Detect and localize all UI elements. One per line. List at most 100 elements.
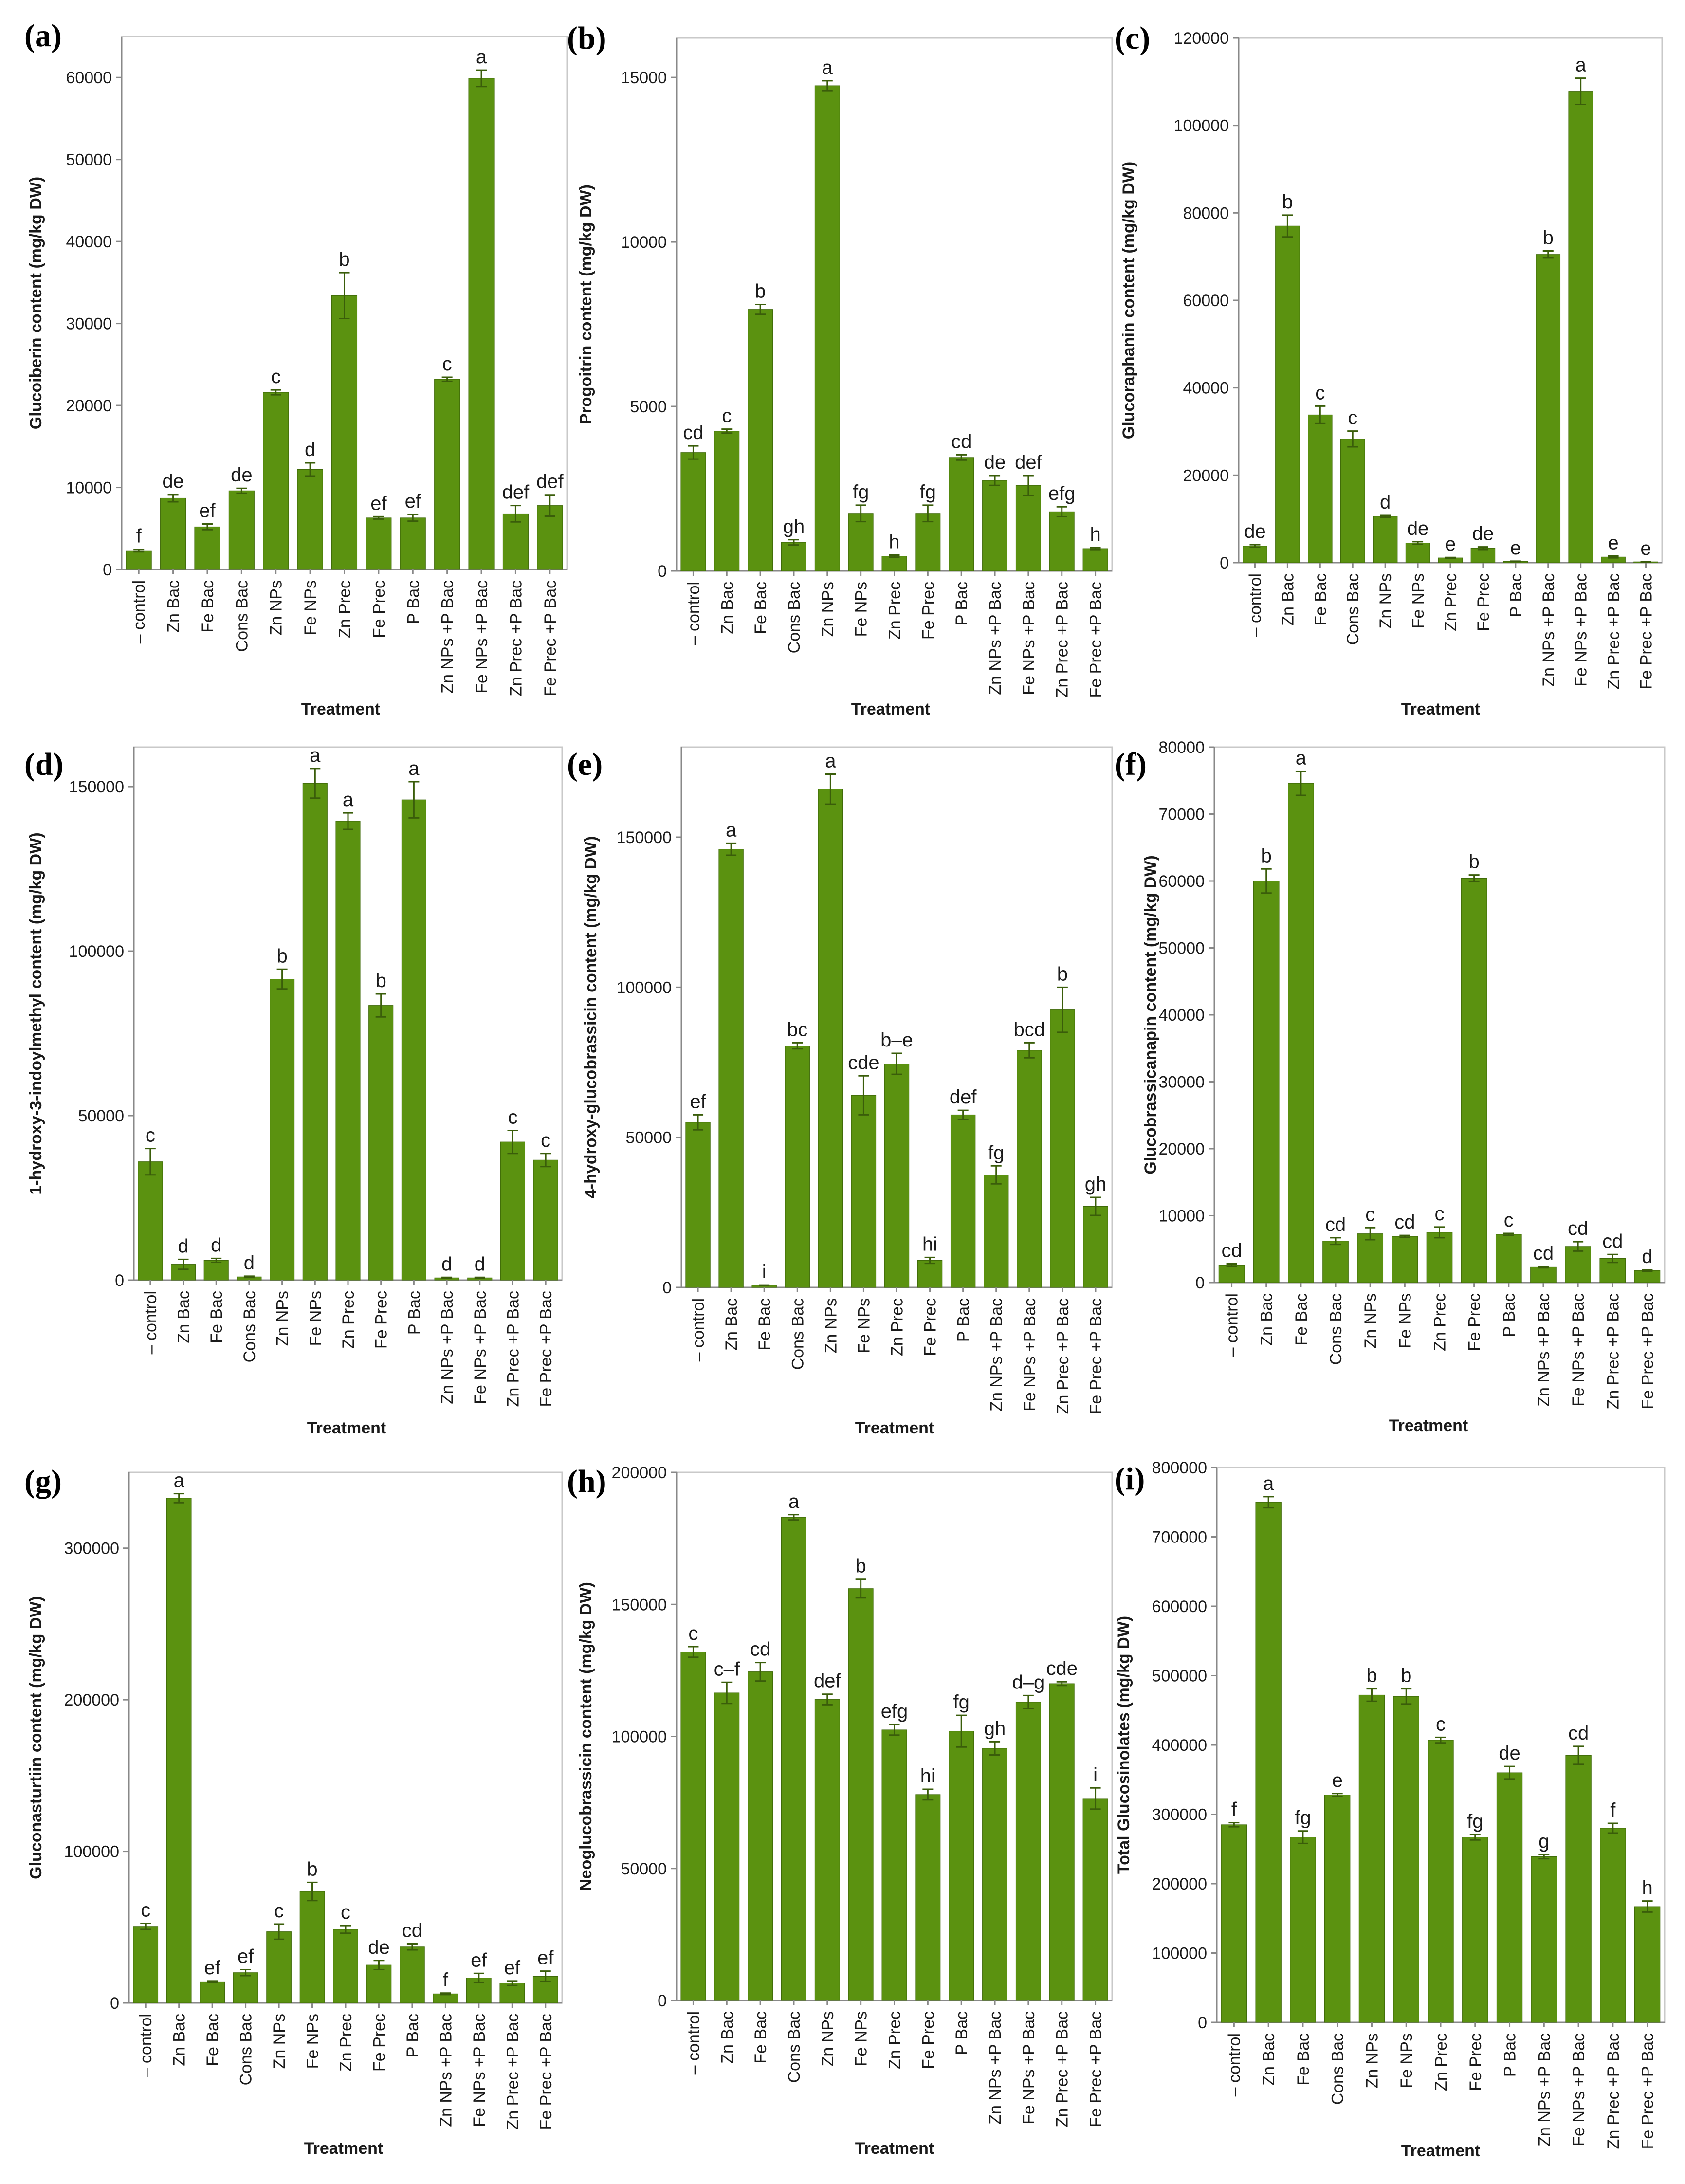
x-tick-label: – control <box>684 582 703 645</box>
significance-letter: b <box>276 945 287 967</box>
x-tick-label: Fe Prec +P Bac <box>1638 1293 1657 1409</box>
y-tick-label: 15000 <box>621 69 667 87</box>
significance-letter: a <box>476 46 487 68</box>
y-tick-label: 60000 <box>1158 872 1205 891</box>
bar <box>1462 1837 1488 2023</box>
panel-label: (i) <box>1115 1461 1145 1497</box>
bar <box>917 1260 943 1288</box>
bar <box>818 789 843 1288</box>
significance-letter: cd <box>1394 1211 1415 1233</box>
significance-letter: cd <box>1568 1723 1589 1744</box>
y-tick-label: 0 <box>1195 1274 1205 1292</box>
chart-panel-f: 0 10000 20000 30000 40000 50000 60000 70000 8000… <box>1115 738 1666 1435</box>
x-tick-label: Fe NPs +P Bac <box>471 1291 490 1404</box>
bar <box>203 1260 229 1281</box>
x-tick-label: Zn Prec <box>337 2014 355 2072</box>
y-axis-title: Glucoraphanin content (mg/kg DW) <box>1119 162 1138 439</box>
significance-letter: c <box>442 353 452 375</box>
x-tick-label: Fe Prec <box>372 1291 391 1349</box>
significance-letter: cd <box>750 1639 770 1660</box>
bar <box>718 849 744 1288</box>
x-tick-label: Fe Bac <box>207 1291 226 1343</box>
bar <box>500 1141 526 1281</box>
x-tick-label: Zn Prec +P Bac <box>1053 582 1072 697</box>
bar <box>814 85 840 571</box>
bar <box>1634 1270 1661 1283</box>
x-tick-label: Zn NPs +P Bac <box>438 1291 457 1404</box>
x-tick-label: Fe Bac <box>1294 2033 1313 2086</box>
bar <box>133 1926 159 2003</box>
y-tick-label: 150000 <box>612 1596 667 1614</box>
significance-letter: c <box>1365 1204 1375 1225</box>
x-tick-label: P Bac <box>1500 1293 1519 1337</box>
x-tick-label: Zn NPs +P Bac <box>437 2014 455 2127</box>
significance-letter: c <box>1315 382 1325 404</box>
x-tick-label: Fe NPs +P Bac <box>1570 2033 1588 2147</box>
y-tick-label: 80000 <box>1158 738 1205 757</box>
bar <box>881 556 907 571</box>
y-tick-label: 40000 <box>66 233 112 251</box>
significance-letter: de <box>1472 523 1494 545</box>
significance-letter: cd <box>1325 1214 1346 1235</box>
significance-letter: a <box>310 745 321 766</box>
x-tick-label: Zn Prec <box>336 580 354 638</box>
x-axis-title: Treatment <box>855 2139 934 2158</box>
chart-panel-g: 0 100000 200000 300000 c – control a Zn Bac ef Fe… <box>24 1464 563 2158</box>
significance-letter: fg <box>920 481 936 503</box>
significance-letter: def <box>950 1086 977 1108</box>
panel-label: (d) <box>24 747 64 782</box>
bar <box>781 542 806 571</box>
y-tick-label: 5000 <box>630 398 667 416</box>
bar <box>1461 878 1487 1283</box>
bar <box>333 1929 358 2003</box>
bar <box>748 309 773 571</box>
panel-label: (e) <box>567 747 603 782</box>
significance-letter: d–g <box>1012 1671 1045 1693</box>
bar <box>781 1517 806 2001</box>
x-tick-label: Zn Prec <box>888 1298 907 1356</box>
bar <box>1322 1241 1349 1283</box>
significance-letter: b <box>1057 963 1068 985</box>
y-tick-label: 20000 <box>1183 466 1229 485</box>
panel-label: (a) <box>24 18 62 54</box>
x-tick-label: P Bac <box>404 580 422 624</box>
y-tick-label: 10000 <box>1158 1207 1205 1226</box>
significance-letter: cde <box>848 1052 879 1073</box>
significance-letter: fg <box>1467 1811 1483 1832</box>
y-tick-label: 200000 <box>64 1691 119 1709</box>
significance-letter: h <box>889 532 899 553</box>
significance-letter: cd <box>402 1920 422 1942</box>
significance-letter: b–e <box>880 1029 913 1051</box>
significance-letter: de <box>231 464 253 486</box>
bar <box>1082 1798 1108 2001</box>
x-tick-label: Zn NPs +P Bac <box>988 1298 1006 1412</box>
bar <box>1405 543 1430 563</box>
x-tick-label: Zn NPs +P Bac <box>439 580 457 694</box>
y-tick-label: 0 <box>658 562 667 581</box>
x-tick-label: Fe NPs <box>1409 573 1428 628</box>
bar <box>1243 546 1267 563</box>
y-tick-label: 20000 <box>1158 1140 1205 1158</box>
significance-letter: f <box>136 526 142 547</box>
bar <box>848 513 874 571</box>
x-tick-label: P Bac <box>952 582 971 625</box>
y-axis-title: 4-hydroxy-glucobrassicin content (mg/kg … <box>582 836 600 1198</box>
x-tick-label: Fe NPs <box>1396 1293 1414 1348</box>
significance-letter: c <box>722 405 732 427</box>
y-axis-title: Glucoiberin content (mg/kg DW) <box>27 177 45 429</box>
chart-panel-i: 0 100000 200000 300000 400000 500000 600000 700… <box>1115 1459 1666 2160</box>
x-axis-title: Treatment <box>304 2139 384 2158</box>
x-tick-label: Cons Bac <box>237 2014 256 2085</box>
x-tick-label: Fe NPs +P Bac <box>470 2014 489 2127</box>
significance-letter: de <box>1499 1743 1520 1764</box>
significance-letter: fg <box>988 1142 1004 1163</box>
bar <box>1288 783 1314 1283</box>
x-axis-title: Treatment <box>855 1419 934 1437</box>
x-tick-label: Zn Prec +P Bac <box>507 580 525 696</box>
significance-letter: c–f <box>714 1658 740 1680</box>
y-tick-label: 100000 <box>617 978 672 997</box>
x-tick-label: Fe Prec <box>1466 2033 1485 2091</box>
significance-letter: hi <box>922 1233 937 1255</box>
bar <box>881 1729 907 2001</box>
significance-letter: d <box>1642 1246 1652 1267</box>
